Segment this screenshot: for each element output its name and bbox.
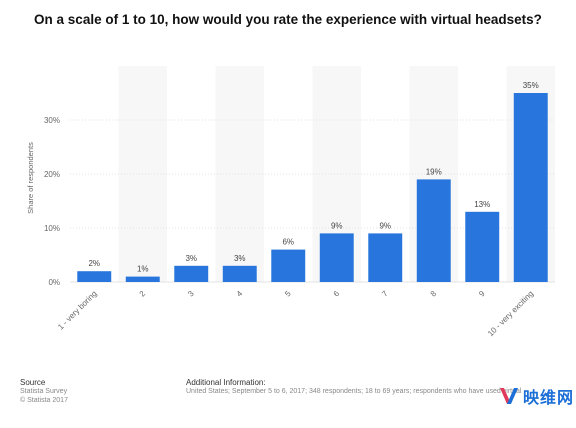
y-tick-label: 30% [44,116,60,125]
x-tick-label: 9 [477,289,487,299]
data-label: 1% [137,265,149,274]
source-line: Statista Survey [20,388,68,395]
info-text: United States; September 5 to 6, 2017; 3… [186,388,522,395]
y-axis: 0% 10% 20% 30% [44,116,60,287]
x-tick-label: 7 [380,289,390,299]
y-tick-label: 0% [48,278,60,287]
data-label: 3% [234,254,246,263]
x-tick-label: 6 [332,289,342,299]
yivian-logo-icon [499,388,518,404]
data-label: 19% [426,167,442,176]
bar [416,179,451,282]
bar [125,276,160,282]
x-tick-label: 8 [429,289,439,299]
chart-title: On a scale of 1 to 10, how would you rat… [34,12,542,27]
x-tick-label: 5 [283,289,293,299]
watermark-text: 映维网 [522,390,574,407]
bar [368,233,403,282]
x-tick-label: 10 - very exciting [486,289,535,338]
x-tick-label: 1 - very boring [56,289,99,332]
source-block: Source Statista Survey © Statista 2017 [20,378,68,405]
bar [465,211,500,282]
data-label: 9% [331,221,343,230]
bar [319,233,354,282]
x-tick-label: 3 [186,289,196,299]
y-tick-label: 10% [44,224,60,233]
data-label: 13% [474,200,490,209]
bar [513,93,548,282]
source-heading: Source [20,378,46,387]
copyright-line: © Statista 2017 [20,397,68,404]
x-tick-label: 4 [235,289,245,299]
data-label: 9% [379,221,391,230]
additional-info-block: Additional Information: United States; S… [186,378,576,396]
bars [77,93,548,282]
bar [222,265,257,282]
watermark-logo: 映维网 [498,384,574,408]
x-tick-label: 2 [138,289,148,299]
bar [174,265,209,282]
y-tick-label: 20% [44,170,60,179]
data-labels: 2% 1% 3% 3% 6% 9% 9% 19% 13% 35% [88,81,538,274]
bar [271,249,306,282]
y-axis-label: Share of respondents [26,142,35,214]
bar [77,271,112,282]
info-heading: Additional Information: [186,378,266,387]
data-label: 35% [523,81,539,90]
data-label: 3% [185,254,197,263]
data-label: 6% [282,238,294,247]
data-label: 2% [88,259,100,268]
x-axis: 1 - very boring 2 3 4 5 6 7 8 9 10 - very excitin… [56,289,535,339]
